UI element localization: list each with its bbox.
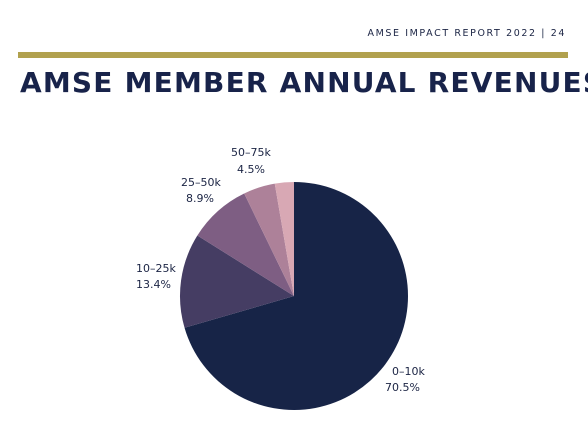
pct-50-75k: 4.5% xyxy=(237,163,265,176)
page-title: AMSE MEMBER ANNUAL REVENUES xyxy=(20,66,588,99)
label-10-25k: 10–25k xyxy=(136,262,176,275)
header-divider xyxy=(18,52,568,58)
label-0-10k: 0–10k xyxy=(392,365,425,378)
pie-slice-75k+ xyxy=(274,182,294,296)
label-25-50k: 25–50k xyxy=(181,176,221,189)
pie-slice-0-10k xyxy=(184,182,409,410)
pct-10-25k: 13.4% xyxy=(136,278,171,291)
report-header: AMSE IMPACT REPORT 2022 | 24 xyxy=(367,28,566,39)
pie-slice-10-25k xyxy=(180,235,294,328)
pie-slice-50-75k xyxy=(244,183,294,296)
slice-label-0-10k: 0–10k xyxy=(392,365,425,378)
pct-0-10k: 70.5% xyxy=(385,381,420,394)
pie-slice-25-50k xyxy=(197,193,294,296)
label-50-75k: 50–75k xyxy=(231,146,271,159)
pct-25-50k: 8.9% xyxy=(186,192,214,205)
